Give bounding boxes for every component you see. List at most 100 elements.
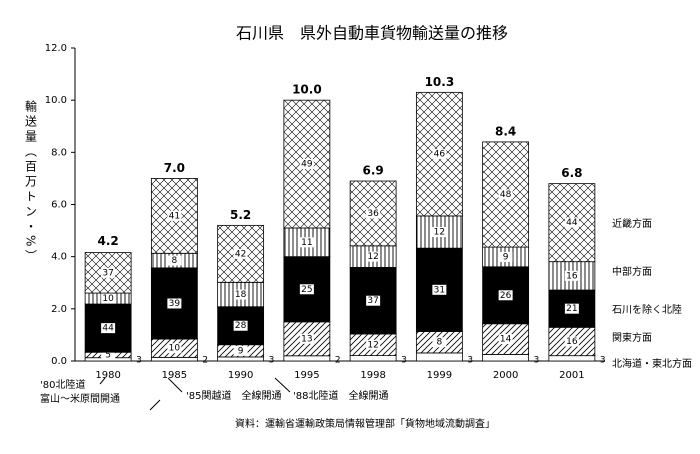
data-label: 37: [102, 268, 113, 278]
data-label-bg: [167, 343, 182, 354]
data-label-bg: [167, 255, 182, 266]
y-tick-label: 4.0: [51, 252, 67, 263]
data-label: 5: [105, 350, 111, 360]
data-label-bg: [564, 217, 579, 228]
annotations: [99, 377, 291, 411]
data-label: 16: [566, 271, 578, 281]
data-label-bg: [498, 251, 513, 262]
total-label: 10.0: [292, 83, 322, 97]
y-tick-label: 2.0: [51, 304, 67, 315]
annotation-line: [99, 377, 161, 411]
data-label-bg: [432, 227, 447, 238]
x-tick-label: 2000: [493, 370, 518, 381]
total-label: 10.3: [425, 75, 455, 89]
data-label: 10: [169, 344, 181, 354]
data-label-bg: [101, 293, 116, 304]
source: 資料：運輸省運輸政策局情報管理部「貨物地域流動調査」: [235, 417, 495, 430]
data-label: 37: [367, 296, 378, 306]
data-label-bg: [299, 284, 314, 295]
annotation: '80北陸道: [40, 378, 85, 391]
legend-label: 石川を除く北陸: [612, 303, 682, 316]
data-label-bg: [366, 339, 381, 350]
data-label: 41: [169, 211, 180, 221]
y-tick-label: 12.0: [45, 43, 67, 54]
data-label-bg: [564, 336, 579, 347]
data-label: 3: [401, 356, 407, 366]
data-label-bg: [498, 334, 513, 345]
data-label: 44: [102, 324, 114, 334]
data-label: 3: [269, 356, 275, 366]
legend-label: 中部方面: [612, 265, 652, 278]
data-label: 25: [301, 285, 312, 295]
data-label: 14: [500, 335, 512, 345]
total-label: 8.4: [495, 124, 516, 138]
total-label: 6.9: [362, 164, 383, 178]
x-tick-label: 1990: [228, 370, 253, 381]
data-label-bg: [299, 159, 314, 170]
data-label-bg: [498, 290, 513, 301]
data-label: 13: [301, 334, 312, 344]
bar-segment: [482, 354, 530, 362]
bar-segment: [217, 356, 265, 362]
data-label: 3: [534, 356, 540, 366]
data-label: 3: [467, 356, 473, 366]
legend-label: 関東方面: [612, 331, 652, 344]
y-tick-label: 6.0: [51, 200, 67, 211]
data-label-bg: [299, 333, 314, 344]
data-label: 16: [566, 337, 578, 347]
x-tick-label: 1980: [95, 370, 120, 381]
data-label-bg: [167, 210, 182, 221]
data-label: 28: [235, 321, 247, 331]
annotation-line: [274, 377, 291, 393]
data-label-bg: [366, 251, 381, 262]
data-label: 44: [566, 218, 578, 228]
data-label: 18: [235, 290, 247, 300]
data-label-bg: [299, 237, 314, 248]
data-label: 12: [367, 340, 378, 350]
y-tick-label: 0.0: [51, 356, 67, 367]
data-label: 3: [136, 356, 142, 366]
data-label-bg: [233, 248, 248, 259]
x-tick-label: 1985: [162, 370, 187, 381]
data-label-bg: [366, 295, 381, 306]
data-label: 26: [500, 291, 512, 301]
data-label: 11: [301, 238, 312, 248]
data-label-bg: [233, 345, 248, 356]
bar-segment: [283, 355, 331, 362]
data-label-bg: [101, 349, 116, 360]
y-axis-label: 輸送量（百万トン・%）: [24, 99, 38, 265]
data-label: 8: [172, 256, 178, 266]
data-label-bg: [366, 208, 381, 219]
data-label: 48: [500, 190, 512, 200]
data-label: 21: [566, 304, 577, 314]
bar-segment: [349, 355, 397, 362]
data-label: 9: [238, 346, 244, 356]
data-label: 2: [335, 356, 341, 366]
annotation: 富山～米原間開通: [40, 392, 120, 405]
data-label-bg: [101, 323, 116, 334]
legend-label: 北海道・東北方面: [612, 357, 692, 370]
data-label: 39: [169, 299, 181, 309]
x-tick-label: 1999: [427, 370, 452, 381]
data-label: 9: [503, 252, 509, 262]
data-label-bg: [233, 320, 248, 331]
data-label: 10: [102, 294, 114, 304]
x-tick-label: 1998: [360, 370, 385, 381]
data-label-bg: [233, 289, 248, 300]
annotation-line: [167, 377, 183, 393]
data-label-bg: [564, 303, 579, 314]
x-tick-label: 1995: [294, 370, 319, 381]
y-tick-label: 10.0: [45, 95, 67, 106]
annotation: '85関越道 全線開通: [186, 389, 281, 402]
annotation: '88北陸道 全線開通: [293, 389, 388, 402]
data-label: 49: [301, 160, 313, 170]
total-label: 5.2: [230, 208, 251, 222]
bar-segment: [415, 352, 463, 362]
data-label-bg: [432, 337, 447, 348]
data-label: 42: [235, 249, 246, 259]
data-label: 36: [367, 209, 379, 219]
data-label-bg: [167, 298, 182, 309]
data-label: 2: [202, 356, 208, 366]
